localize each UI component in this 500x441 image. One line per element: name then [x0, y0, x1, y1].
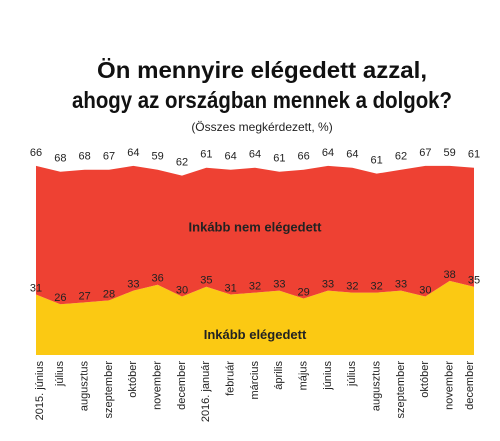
value-label: 61 — [468, 149, 480, 161]
value-label: 32 — [371, 281, 383, 293]
value-label: 28 — [103, 288, 115, 300]
value-label: 59 — [444, 147, 456, 159]
x-tick-label: március — [249, 361, 261, 400]
value-label: 66 — [30, 147, 42, 159]
value-label: 30 — [419, 284, 431, 296]
value-label: 26 — [54, 292, 66, 304]
value-label: 31 — [225, 282, 237, 294]
x-tick-label: május — [298, 361, 310, 391]
value-label: 68 — [54, 153, 66, 165]
value-label: 33 — [273, 279, 285, 291]
chart-title: Ön mennyire elégedett azzal, — [97, 57, 427, 83]
x-tick-label: szeptember — [103, 361, 115, 419]
value-label: 33 — [127, 279, 139, 291]
value-label: 61 — [371, 155, 383, 167]
chart-subtitle: (Összes megkérdezett, %) — [191, 120, 332, 134]
value-label: 32 — [346, 281, 358, 293]
value-label: 61 — [273, 153, 285, 165]
x-tick-label: 2015. június — [34, 361, 46, 421]
value-label: 31 — [30, 282, 42, 294]
series-label: Inkább elégedett — [204, 327, 307, 342]
x-tick-label: november — [444, 361, 456, 410]
x-tick-label: október — [419, 361, 431, 398]
value-label: 29 — [298, 286, 310, 298]
value-label: 38 — [444, 269, 456, 281]
value-label: 32 — [249, 281, 261, 293]
value-label: 62 — [176, 157, 188, 169]
value-label: 30 — [176, 284, 188, 296]
value-label: 64 — [322, 147, 334, 159]
chart-title: ahogy az országban mennek a dolgok? — [72, 87, 452, 113]
x-tick-label: szeptember — [395, 361, 407, 419]
x-tick-label: február — [225, 361, 237, 396]
x-tick-label: június — [322, 361, 334, 391]
value-label: 61 — [200, 149, 212, 161]
value-label: 36 — [152, 273, 164, 285]
value-label: 64 — [127, 147, 139, 159]
value-label: 68 — [79, 151, 91, 163]
value-label: 64 — [225, 151, 237, 163]
x-tick-label: július — [346, 361, 358, 388]
value-label: 35 — [468, 275, 480, 287]
value-label: 59 — [152, 151, 164, 163]
series-label: Inkább nem elégedett — [189, 220, 323, 235]
x-tick-label: november — [152, 361, 164, 410]
value-label: 67 — [419, 147, 431, 159]
area — [36, 165, 474, 305]
value-label: 67 — [103, 151, 115, 163]
x-tick-label: 2016. január — [200, 361, 212, 422]
value-label: 33 — [322, 279, 334, 291]
value-label: 27 — [79, 290, 91, 302]
value-label: 64 — [346, 149, 358, 161]
value-label: 66 — [298, 151, 310, 163]
value-label: 62 — [395, 151, 407, 163]
x-tick-label: április — [273, 361, 285, 390]
x-tick-label: augusztus — [371, 361, 383, 412]
value-label: 35 — [200, 275, 212, 287]
x-tick-label: október — [127, 361, 139, 398]
x-tick-label: augusztus — [79, 361, 91, 412]
area — [36, 280, 474, 355]
x-tick-label: július — [54, 361, 66, 388]
value-label: 64 — [249, 149, 261, 161]
x-tick-label: december — [464, 361, 476, 410]
value-label: 33 — [395, 279, 407, 291]
x-tick-label: december — [176, 361, 188, 410]
